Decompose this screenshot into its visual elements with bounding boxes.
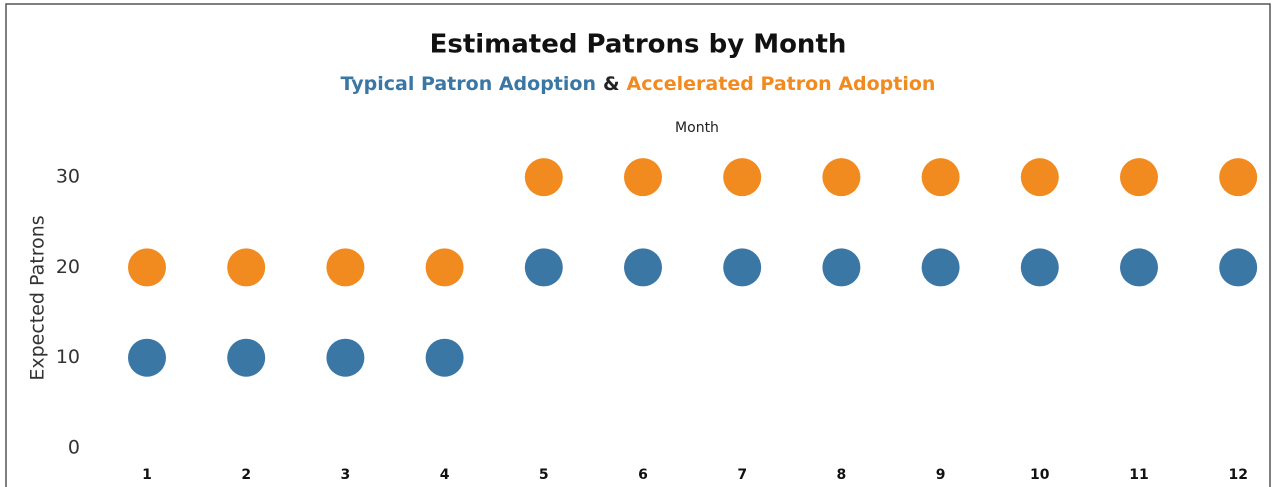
dot: [425, 338, 464, 377]
x-tick-label: 12: [1228, 467, 1247, 483]
x-tick-label: 9: [936, 467, 946, 483]
x-tick-label: 8: [837, 467, 847, 483]
x-tick-label: 6: [638, 467, 648, 483]
dot: [822, 158, 861, 197]
dot: [624, 248, 662, 287]
dot: [624, 158, 662, 197]
frame: [5, 3, 1271, 487]
dot: [227, 338, 266, 377]
dot: [1120, 158, 1158, 197]
x-tick-label: 7: [737, 467, 747, 483]
legend: Typical Patron Adoption & Accelerated Patr…: [341, 73, 936, 95]
x-tick-label: 2: [241, 467, 251, 483]
x-tick-label: 1: [142, 467, 152, 483]
legend-separator: &: [603, 73, 620, 95]
dot: [921, 158, 960, 197]
dot: [425, 248, 464, 287]
dot: [1020, 158, 1059, 197]
x-tick-label: 11: [1129, 467, 1148, 483]
y-tick-label: 30: [56, 166, 80, 188]
dot: [227, 248, 266, 287]
dot: [524, 158, 563, 197]
dot: [723, 248, 762, 287]
y-axis-label: Expected Patrons: [27, 215, 49, 380]
x-axis-label: Month: [675, 120, 719, 136]
dot: [723, 158, 762, 197]
dot: [921, 248, 960, 287]
legend-entry: Accelerated Patron Adoption: [627, 73, 936, 95]
x-tick-label: 4: [440, 467, 450, 483]
dot: [1020, 248, 1059, 287]
y-tick-label: 10: [56, 346, 80, 368]
dot: [1219, 248, 1258, 287]
dot: [524, 248, 563, 287]
dot: [128, 338, 166, 377]
x-tick-label: 5: [539, 467, 549, 483]
y-tick-label: 0: [68, 437, 80, 459]
dot: [128, 248, 166, 287]
x-tick-label: 10: [1030, 467, 1050, 483]
y-tick-label: 20: [56, 256, 80, 278]
legend-entry: Typical Patron Adoption: [341, 73, 596, 95]
x-tick-label: 3: [341, 467, 351, 483]
dot: [1120, 248, 1158, 287]
dot: [326, 338, 365, 377]
chart-title: Estimated Patrons by Month: [430, 30, 847, 60]
dot: [1219, 158, 1258, 197]
dot: [822, 248, 861, 287]
dot: [326, 248, 365, 287]
